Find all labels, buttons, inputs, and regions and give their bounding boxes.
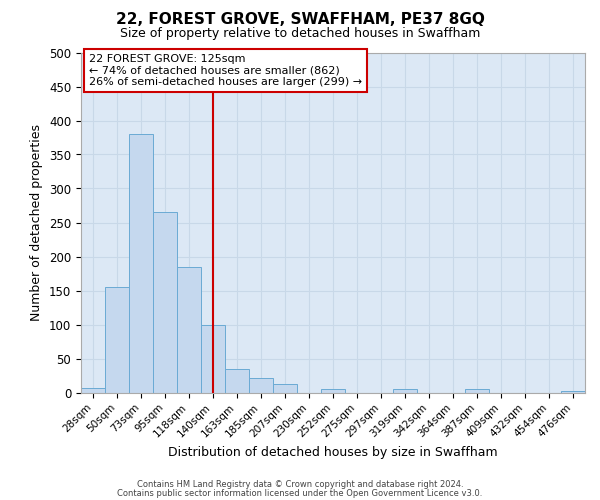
Bar [177,266,201,392]
Bar [81,388,105,392]
Bar [465,389,489,392]
Bar [105,287,129,393]
Bar [249,378,273,392]
Text: Contains HM Land Registry data © Crown copyright and database right 2024.: Contains HM Land Registry data © Crown c… [137,480,463,489]
Text: 22 FOREST GROVE: 125sqm
← 74% of detached houses are smaller (862)
26% of semi-d: 22 FOREST GROVE: 125sqm ← 74% of detache… [89,54,362,88]
Bar [393,389,417,392]
Bar [129,134,153,392]
Bar [561,391,585,392]
Y-axis label: Number of detached properties: Number of detached properties [31,124,43,321]
Text: Contains public sector information licensed under the Open Government Licence v3: Contains public sector information licen… [118,488,482,498]
X-axis label: Distribution of detached houses by size in Swaffham: Distribution of detached houses by size … [168,446,498,459]
Text: 22, FOREST GROVE, SWAFFHAM, PE37 8GQ: 22, FOREST GROVE, SWAFFHAM, PE37 8GQ [116,12,484,28]
Text: Size of property relative to detached houses in Swaffham: Size of property relative to detached ho… [120,28,480,40]
Bar [321,389,345,392]
Bar [153,212,177,392]
Bar [273,384,297,392]
Bar [225,368,249,392]
Bar [201,324,225,392]
